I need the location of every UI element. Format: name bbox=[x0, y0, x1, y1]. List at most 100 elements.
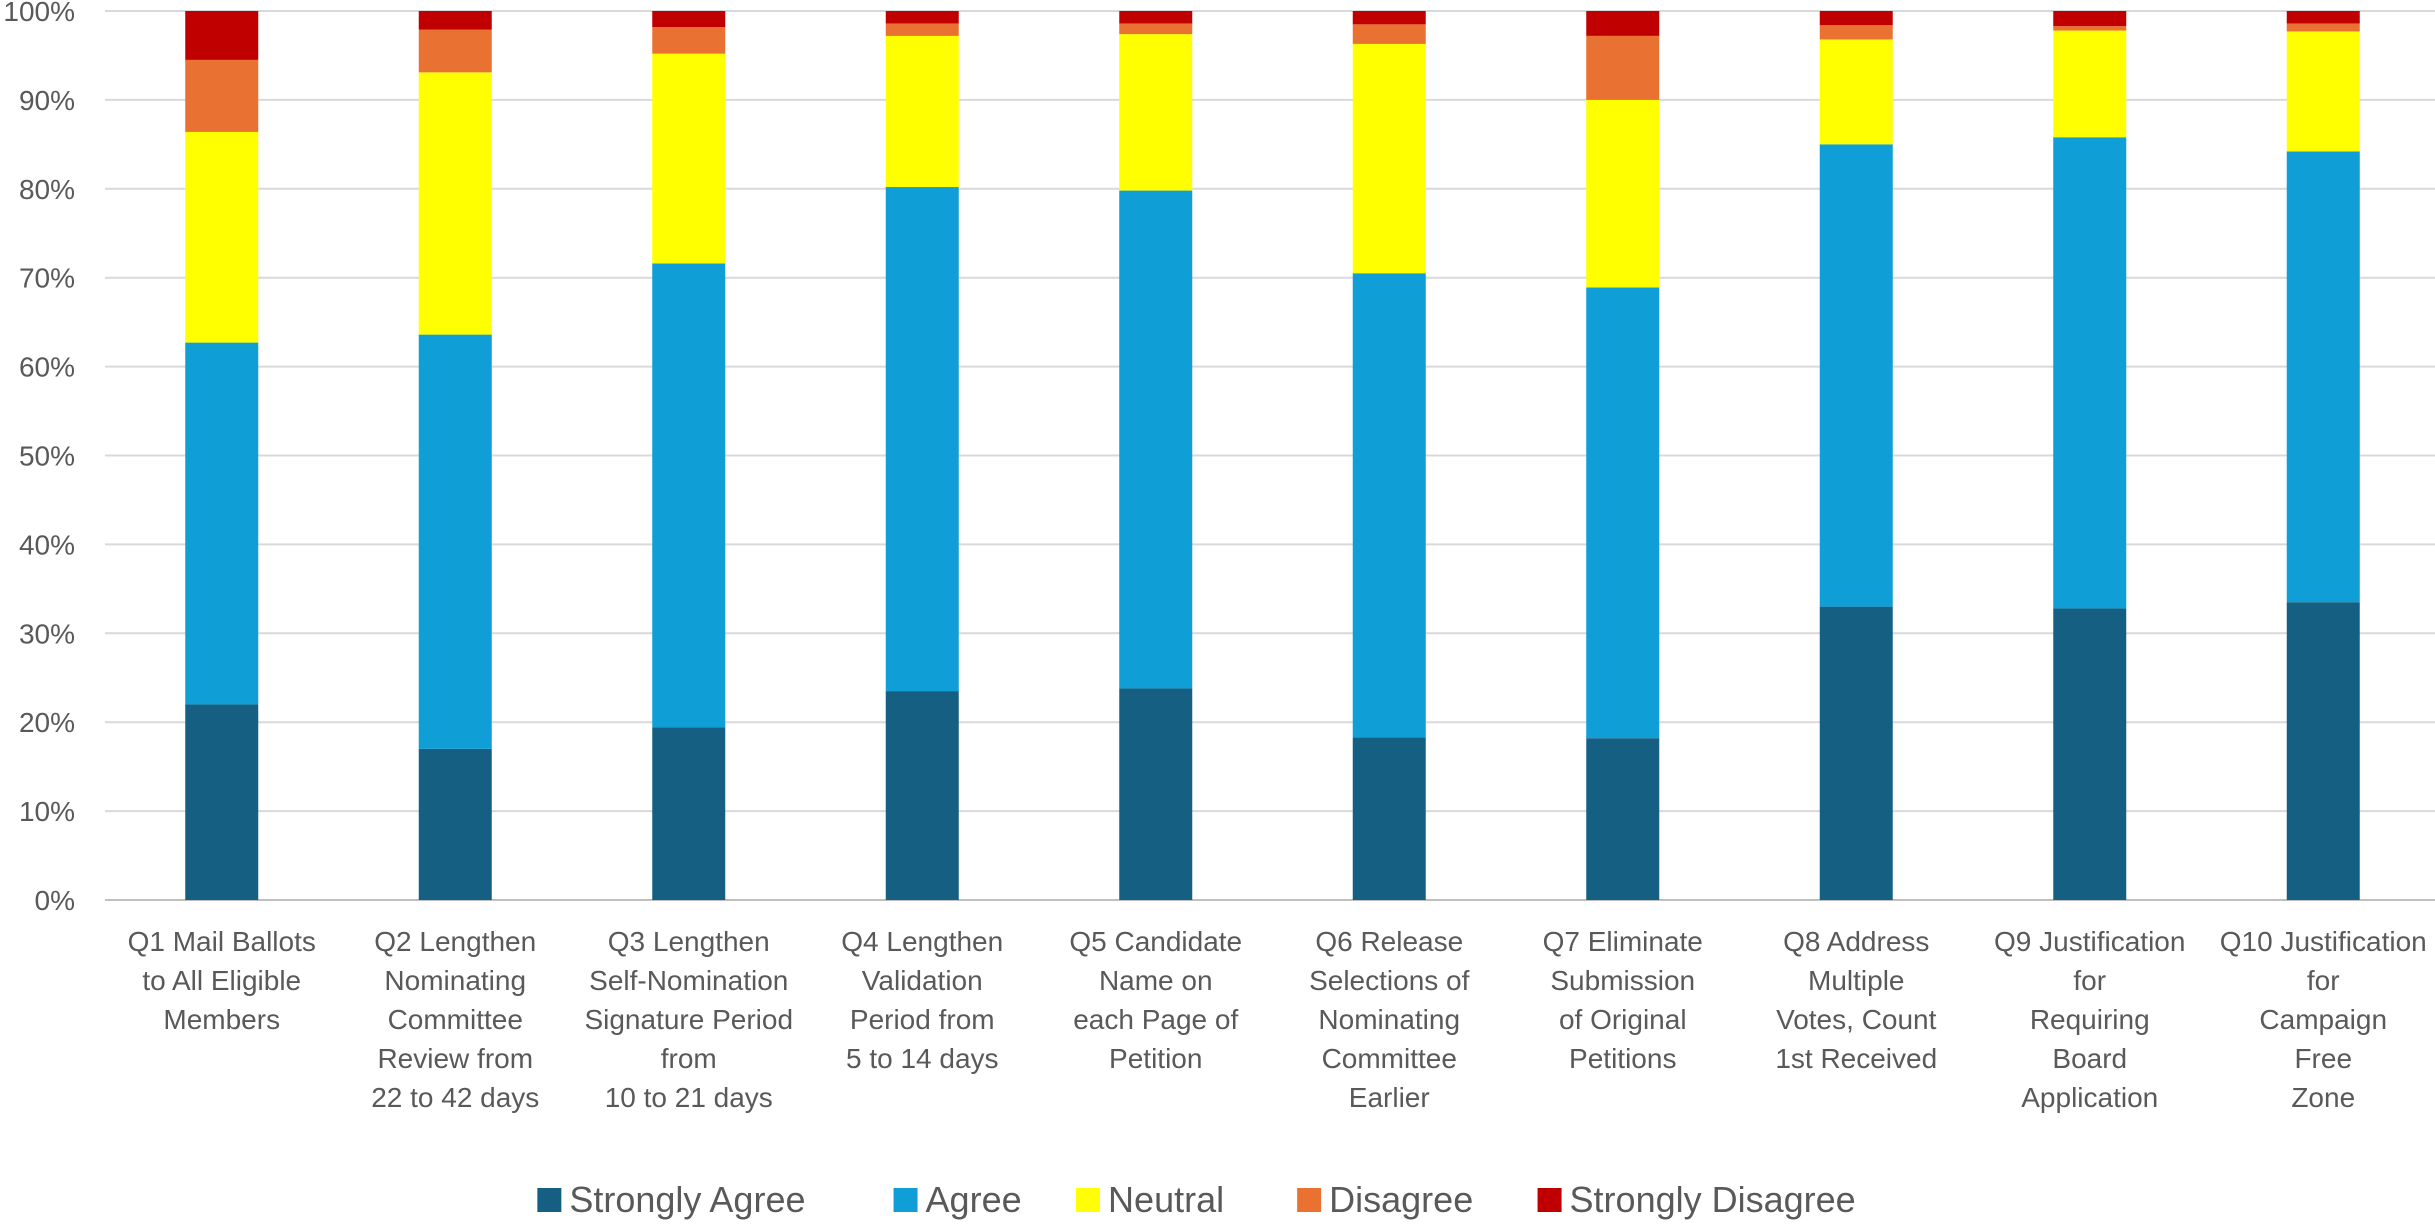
bar-segment-strongly-disagree bbox=[652, 11, 726, 27]
bar-segment-disagree bbox=[1352, 24, 1426, 44]
legend-swatch bbox=[537, 1188, 562, 1212]
category-label: Selections of bbox=[1309, 965, 1470, 996]
category-label: Self-Nomination bbox=[589, 965, 788, 996]
category-label: Campaign bbox=[2259, 1004, 2387, 1035]
category-label: Q6 Release bbox=[1315, 926, 1463, 957]
category-label: of Original bbox=[1559, 1004, 1687, 1035]
category-label: Petitions bbox=[1569, 1043, 1676, 1074]
category-label: 10 to 21 days bbox=[605, 1082, 773, 1113]
category-label: Application bbox=[2021, 1082, 2158, 1113]
bar-segment-agree bbox=[885, 187, 959, 692]
bar-segment-strongly-disagree bbox=[885, 11, 959, 24]
y-tick-label: 60% bbox=[19, 352, 75, 383]
category-label: Period from bbox=[850, 1004, 995, 1035]
category-label: from bbox=[661, 1043, 717, 1074]
category-label: Q5 Candidate bbox=[1069, 926, 1242, 957]
bar-segment-strongly-agree bbox=[1119, 688, 1193, 900]
bar-segment-strongly-agree bbox=[885, 691, 959, 900]
category-label: Nominating bbox=[1318, 1004, 1460, 1035]
bar-segment-strongly-disagree bbox=[1119, 11, 1193, 24]
y-tick-label: 10% bbox=[19, 796, 75, 827]
category-label: Requiring bbox=[2030, 1004, 2150, 1035]
category-label: Validation bbox=[862, 965, 983, 996]
bar-segment-agree bbox=[1119, 190, 1193, 689]
bar-segment-neutral bbox=[2053, 30, 2127, 138]
category-label: Review from bbox=[377, 1043, 533, 1074]
category-label: Petition bbox=[1109, 1043, 1202, 1074]
legend-label: Strongly Disagree bbox=[1570, 1179, 1856, 1220]
category-label: Members bbox=[163, 1004, 280, 1035]
bar-segment-disagree bbox=[2053, 26, 2127, 31]
category-label: Free bbox=[2294, 1043, 2352, 1074]
bars bbox=[185, 11, 2360, 900]
bar-segment-strongly-disagree bbox=[1819, 11, 1893, 26]
bar-segment-agree bbox=[1819, 144, 1893, 607]
category-label: Multiple bbox=[1808, 965, 1904, 996]
category-label: Committee bbox=[388, 1004, 523, 1035]
bar-segment-strongly-agree bbox=[1352, 737, 1426, 900]
bar-segment-disagree bbox=[1119, 23, 1193, 35]
bar-segment-strongly-agree bbox=[1819, 606, 1893, 900]
legend-swatch bbox=[1076, 1188, 1101, 1212]
legend-swatch bbox=[1537, 1188, 1562, 1212]
gridlines bbox=[105, 10, 2435, 901]
category-label: Q9 Justification bbox=[1994, 926, 2185, 957]
category-label: 22 to 42 days bbox=[371, 1082, 539, 1113]
y-axis: 0% 10% 20% 30% 40% 50% 60% 70% 80% 90% 100% bbox=[3, 0, 75, 916]
bar-segment-strongly-agree bbox=[2053, 608, 2127, 900]
bar-segment-neutral bbox=[1819, 39, 1893, 145]
bar-segment-agree bbox=[1586, 287, 1660, 739]
y-tick-label: 50% bbox=[19, 441, 75, 472]
legend: Strongly Agree Agree Neutral Disagree Strong… bbox=[537, 1179, 1856, 1220]
category-label: Submission bbox=[1550, 965, 1695, 996]
bar-segment-agree bbox=[185, 342, 259, 705]
bar-segment-neutral bbox=[1352, 43, 1426, 274]
bar-segment-strongly-disagree bbox=[418, 11, 492, 30]
bar-segment-strongly-agree bbox=[418, 748, 492, 900]
category-label: Nominating bbox=[384, 965, 526, 996]
category-label: Name on bbox=[1099, 965, 1213, 996]
category-label: Signature Period bbox=[584, 1004, 793, 1035]
bar-segment-agree bbox=[652, 263, 726, 728]
category-label: for bbox=[2073, 965, 2106, 996]
category-label: Zone bbox=[2291, 1082, 2355, 1113]
bar-segment-agree bbox=[1352, 273, 1426, 738]
category-label: Q4 Lengthen bbox=[841, 926, 1003, 957]
y-tick-label: 80% bbox=[19, 174, 75, 205]
y-tick-label: 100% bbox=[3, 0, 75, 27]
bar-segment-neutral bbox=[885, 35, 959, 188]
category-label: to All Eligible bbox=[142, 965, 301, 996]
bar-segment-strongly-disagree bbox=[185, 11, 259, 60]
legend-label: Neutral bbox=[1108, 1179, 1224, 1220]
bar-segment-disagree bbox=[1819, 25, 1893, 40]
y-tick-label: 90% bbox=[19, 85, 75, 116]
bar-segment-strongly-agree bbox=[2286, 602, 2360, 900]
y-tick-label: 70% bbox=[19, 263, 75, 294]
bar-segment-strongly-agree bbox=[185, 704, 259, 900]
category-label: Earlier bbox=[1349, 1082, 1430, 1113]
bar-segment-neutral bbox=[1119, 34, 1193, 191]
bar-segment-disagree bbox=[418, 29, 492, 73]
category-label: Q7 Eliminate bbox=[1543, 926, 1703, 957]
bar-segment-strongly-agree bbox=[652, 727, 726, 900]
bar-segment-agree bbox=[2053, 137, 2127, 609]
y-tick-label: 40% bbox=[19, 529, 75, 560]
y-tick-label: 0% bbox=[35, 885, 75, 916]
bar-segment-neutral bbox=[652, 53, 726, 264]
bar-segment-neutral bbox=[185, 131, 259, 343]
legend-swatch bbox=[893, 1188, 918, 1212]
category-label: for bbox=[2307, 965, 2340, 996]
y-tick-label: 30% bbox=[19, 618, 75, 649]
bar-segment-strongly-disagree bbox=[2053, 11, 2127, 27]
bar-segment-strongly-disagree bbox=[1586, 11, 1660, 36]
legend-label: Disagree bbox=[1329, 1179, 1473, 1220]
bar-segment-disagree bbox=[885, 23, 959, 36]
bar-segment-neutral bbox=[2286, 31, 2360, 152]
category-label: Q2 Lengthen bbox=[374, 926, 536, 957]
y-tick-label: 20% bbox=[19, 707, 75, 738]
legend-label: Agree bbox=[926, 1179, 1022, 1220]
bar-segment-strongly-agree bbox=[1586, 738, 1660, 900]
category-label: each Page of bbox=[1073, 1004, 1238, 1035]
category-label: Committee bbox=[1322, 1043, 1457, 1074]
